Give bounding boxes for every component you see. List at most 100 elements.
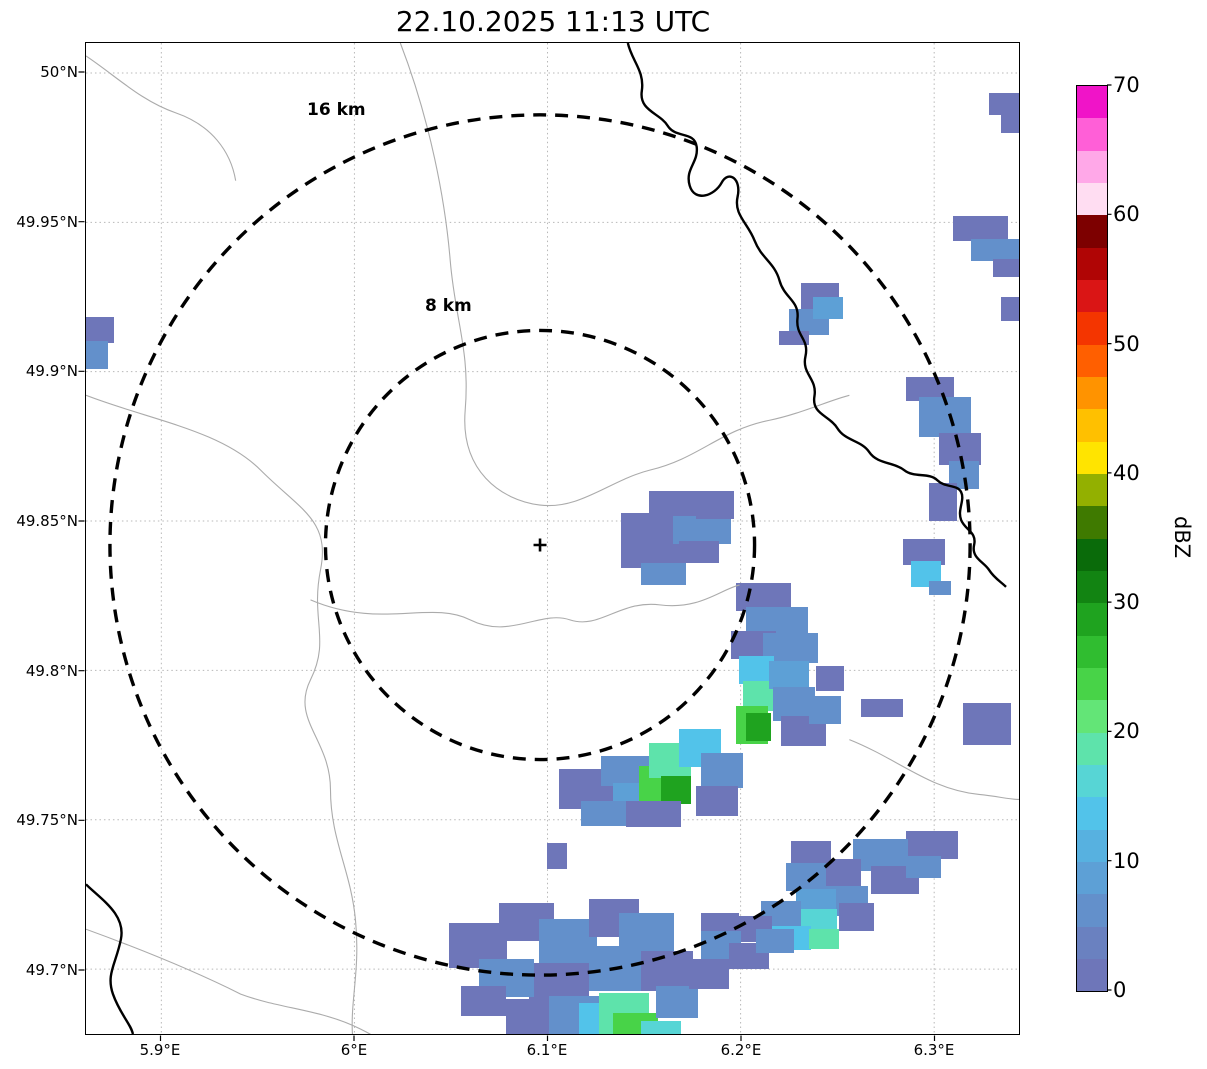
y-tick-label: 49.95°N xyxy=(16,213,78,231)
radar-echo-cell xyxy=(993,259,1019,277)
colorbar-segment xyxy=(1077,215,1107,248)
colorbar-segment xyxy=(1077,182,1107,216)
radar-echo-cell xyxy=(506,999,554,1034)
radar-echo-cell xyxy=(756,929,794,953)
colorbar-tick-label: 20 xyxy=(1113,719,1140,743)
colorbar-segment xyxy=(1077,247,1107,280)
colorbar-segment xyxy=(1077,473,1107,507)
range-ring-label-16km: 16 km xyxy=(307,100,366,120)
radar-site-marker xyxy=(533,538,547,552)
radar-echo-cell xyxy=(626,801,681,827)
colorbar-segment xyxy=(1077,506,1107,539)
admin-boundary-lines xyxy=(86,43,1019,1034)
radar-echo-cell xyxy=(689,959,729,989)
radar-echo-cell xyxy=(461,986,506,1016)
radar-echo-cell xyxy=(971,239,1019,261)
colorbar-segment xyxy=(1077,570,1107,604)
radar-echo-cell xyxy=(816,666,844,691)
colorbar-segment xyxy=(1077,894,1107,927)
colorbar-tick-label: 10 xyxy=(1113,849,1140,873)
colorbar-title: dBZ xyxy=(1170,516,1194,559)
country-border-line xyxy=(86,43,1007,1034)
y-tick-label: 49.75°N xyxy=(16,811,78,829)
radar-echo-cell xyxy=(1001,297,1019,321)
colorbar-segment xyxy=(1077,376,1107,410)
radar-echo-cell xyxy=(769,661,809,689)
colorbar-segment xyxy=(1077,441,1107,474)
range-ring-16km xyxy=(108,113,972,977)
radar-echo-cell xyxy=(853,839,908,871)
radar-echo-cell xyxy=(746,607,808,635)
radar-echo-cell xyxy=(736,583,791,611)
radar-echo-cell xyxy=(861,699,903,717)
radar-echo-cell xyxy=(1001,115,1019,133)
colorbar-segment xyxy=(1077,312,1107,345)
y-tick-label: 50°N xyxy=(40,63,78,81)
radar-echo-cell xyxy=(906,831,958,859)
radar-echo-cell xyxy=(641,563,686,585)
y-tick-label: 49.85°N xyxy=(16,512,78,530)
radar-echo-cell xyxy=(791,841,831,866)
colorbar-segment xyxy=(1077,797,1107,830)
colorbar-segment xyxy=(1077,279,1107,313)
figure-title: 22.10.2025 11:13 UTC xyxy=(395,5,711,38)
colorbar-segment xyxy=(1077,150,1107,183)
radar-echo-cell xyxy=(773,687,815,721)
colorbar-segment xyxy=(1077,861,1107,895)
colorbar-segment xyxy=(1077,635,1107,668)
colorbar-tick-label: 30 xyxy=(1113,590,1140,614)
x-tick-label: 6.2°E xyxy=(720,1041,762,1059)
x-tick-label: 6.1°E xyxy=(526,1041,568,1059)
plot-area: 16 km 8 km xyxy=(85,42,1020,1035)
radar-echo-cell xyxy=(809,696,841,724)
radar-echo-cell xyxy=(696,491,734,519)
radar-echo-cell xyxy=(746,713,771,741)
colorbar-segment xyxy=(1077,86,1107,119)
radar-echo-cell xyxy=(929,483,957,521)
y-tick-label: 49.9°N xyxy=(25,362,78,380)
colorbar-segment xyxy=(1077,667,1107,701)
radar-echo-cell xyxy=(839,903,874,931)
radar-echo-cell xyxy=(661,776,691,804)
colorbar-segment xyxy=(1077,958,1107,991)
colorbar-tick-label: 70 xyxy=(1113,73,1140,97)
colorbar-tick-label: 0 xyxy=(1113,978,1127,1002)
radar-echo-cell xyxy=(963,703,1011,745)
colorbar-segment xyxy=(1077,764,1107,798)
radar-echo-cell xyxy=(953,216,1008,241)
radar-echo-cell xyxy=(813,297,843,319)
radar-echo-cell xyxy=(621,513,679,568)
colorbar-segment xyxy=(1077,118,1107,151)
radar-echo-cell xyxy=(809,929,839,949)
radar-echo-cell xyxy=(989,93,1019,115)
radar-echo-cell xyxy=(673,516,731,544)
colorbar xyxy=(1076,85,1108,992)
radar-echo-cell xyxy=(696,786,738,816)
radar-echo-cell xyxy=(701,753,743,788)
range-ring-label-8km: 8 km xyxy=(425,296,472,316)
radar-echo-cell xyxy=(786,863,826,891)
x-tick-label: 6.3°E xyxy=(913,1041,955,1059)
map-overlay xyxy=(86,43,1019,1034)
grid-lines xyxy=(86,43,1019,1034)
colorbar-segment xyxy=(1077,538,1107,571)
colorbar-tick-label: 60 xyxy=(1113,202,1140,226)
radar-echo-layer xyxy=(86,43,1019,1034)
colorbar-tick-label: 40 xyxy=(1113,461,1140,485)
radar-echo-cell xyxy=(547,843,567,869)
range-ring-8km xyxy=(323,328,757,762)
colorbar-segment xyxy=(1077,409,1107,442)
colorbar-tick-label: 50 xyxy=(1113,332,1140,356)
colorbar-segment xyxy=(1077,829,1107,862)
colorbar-segment xyxy=(1077,926,1107,959)
radar-echo-cell xyxy=(679,541,719,563)
colorbar-segment xyxy=(1077,732,1107,765)
radar-echo-cell xyxy=(641,951,693,991)
y-tick-label: 49.7°N xyxy=(25,961,78,979)
radar-echo-cell xyxy=(903,539,945,565)
x-tick-label: 6°E xyxy=(340,1041,368,1059)
colorbar-segment xyxy=(1077,344,1107,377)
radar-echo-cell xyxy=(86,341,108,369)
colorbar-segment xyxy=(1077,700,1107,733)
